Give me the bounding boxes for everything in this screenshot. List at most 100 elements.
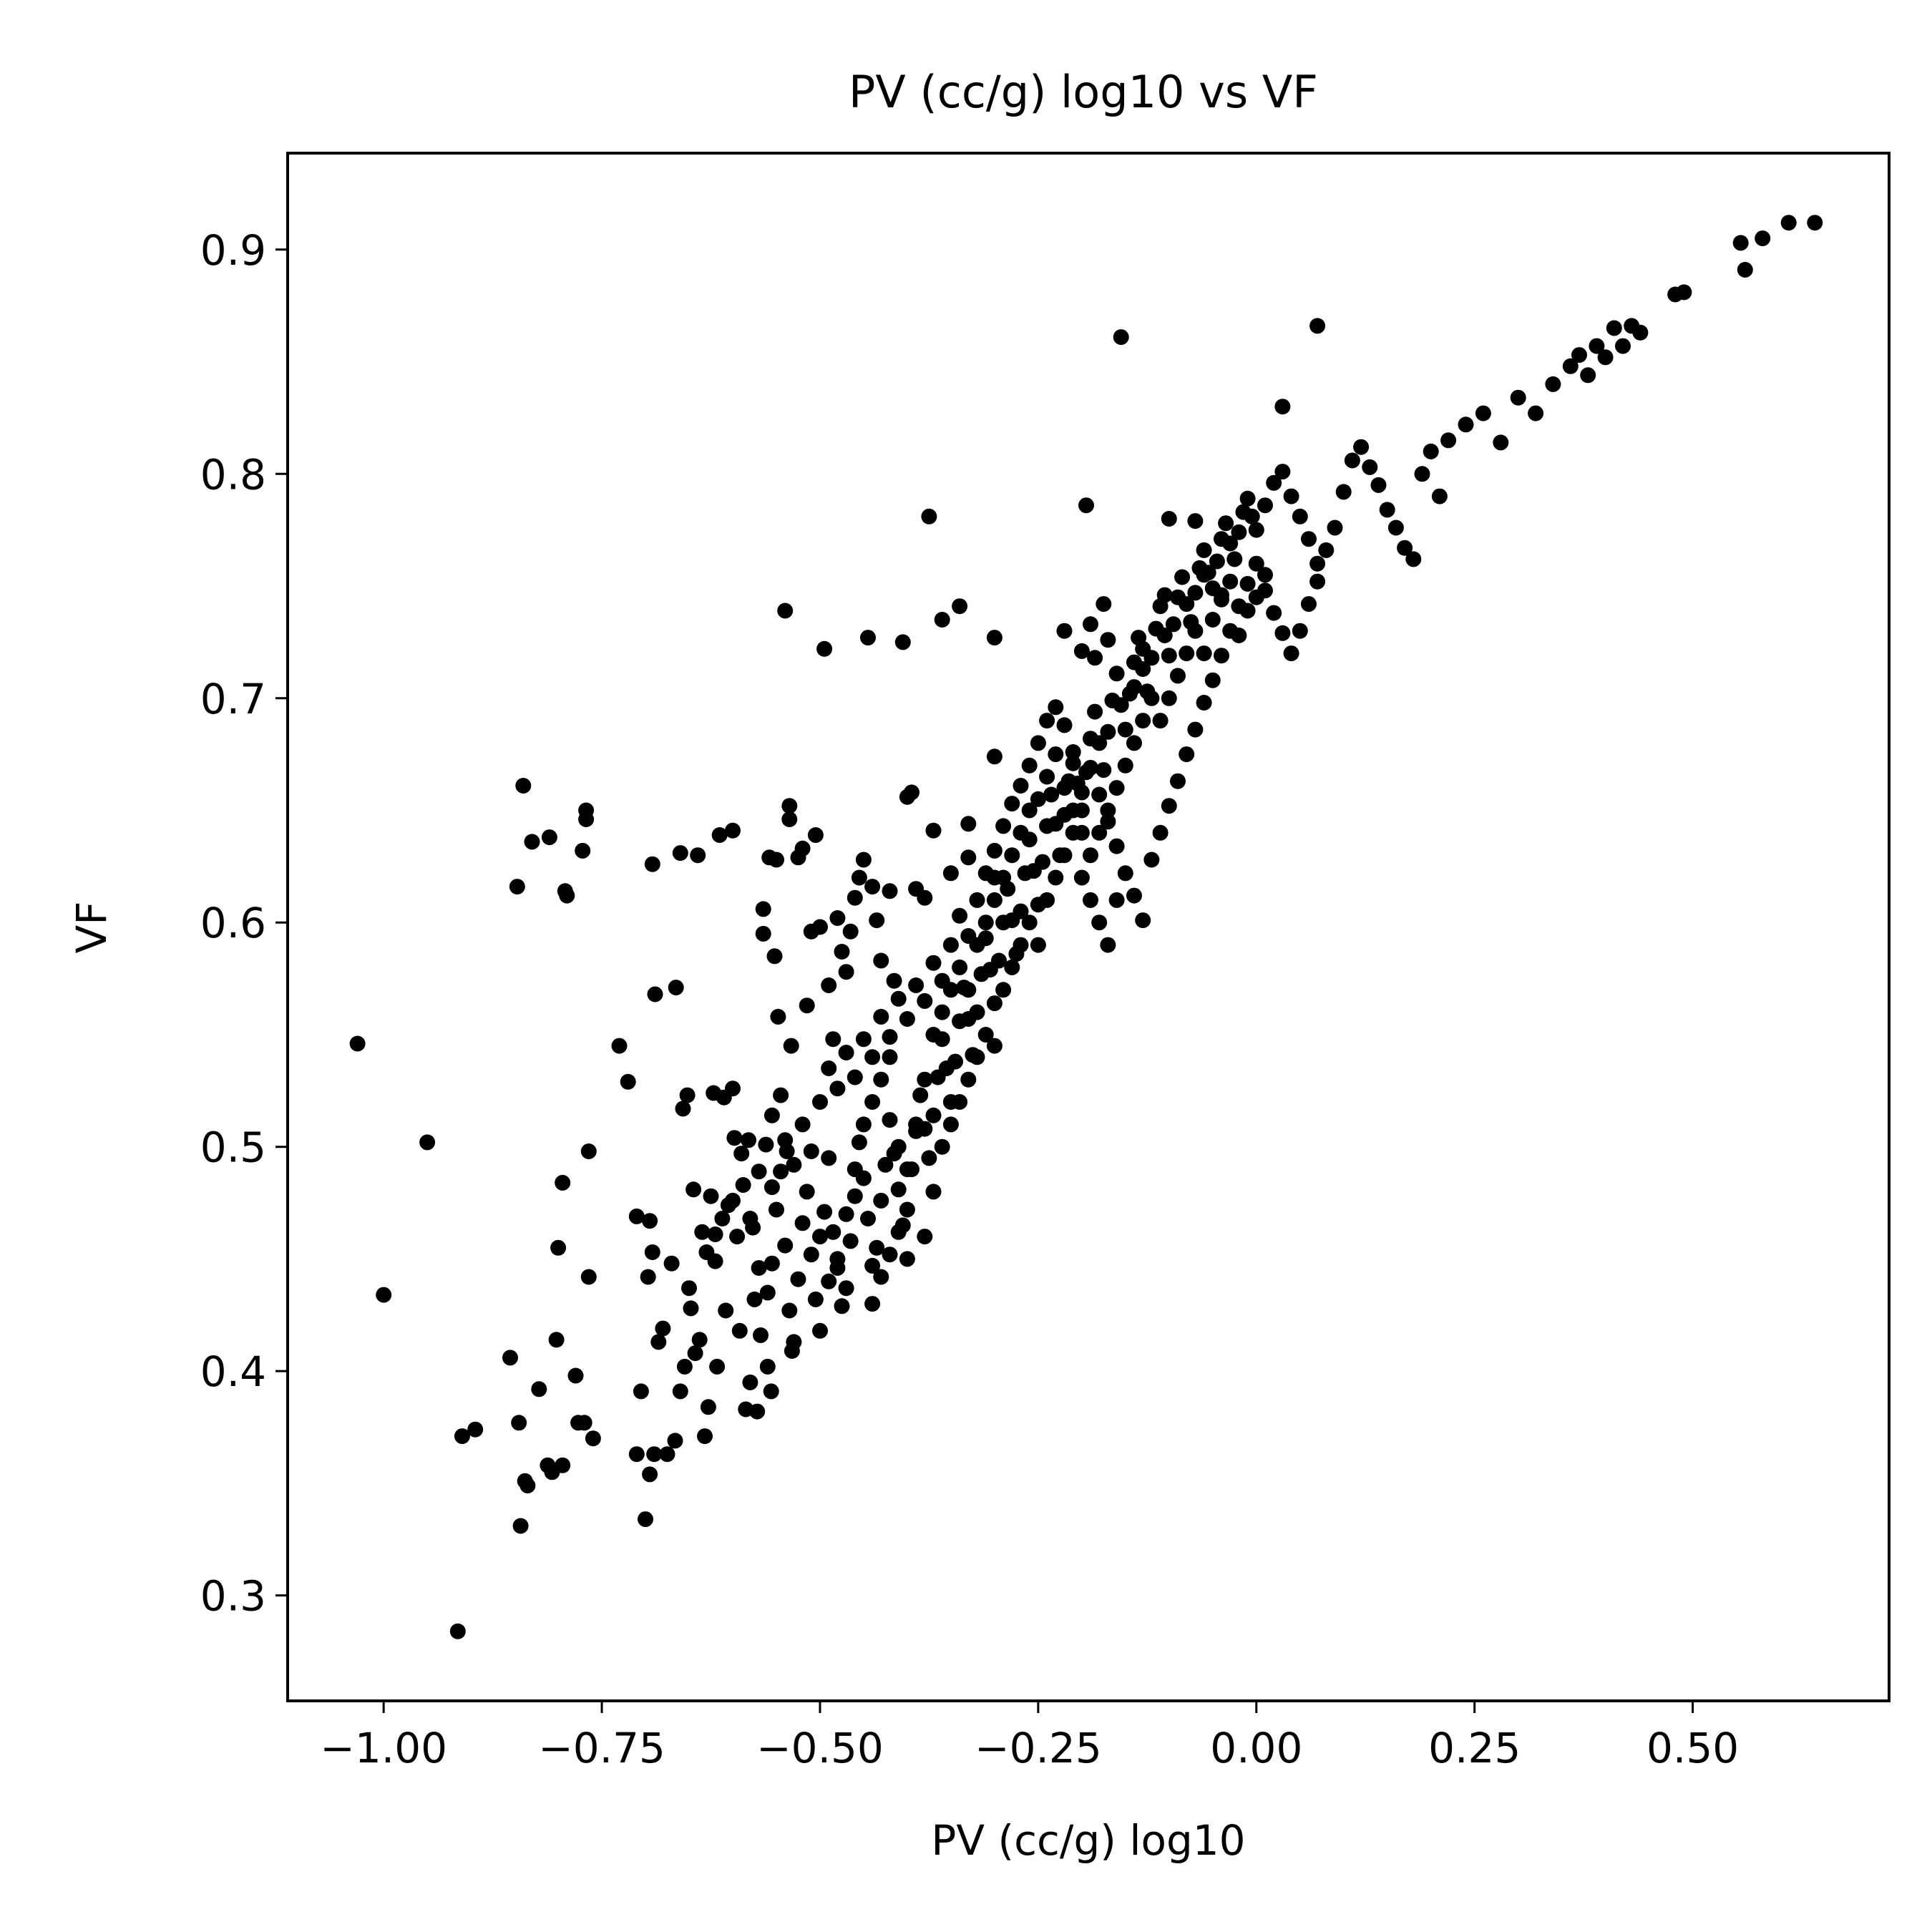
data-point xyxy=(969,937,985,953)
data-point xyxy=(1108,892,1125,908)
data-point xyxy=(921,1150,937,1166)
x-tick-label: −0.75 xyxy=(538,1724,665,1772)
data-point xyxy=(986,630,1002,646)
data-point xyxy=(512,1518,529,1534)
data-point xyxy=(672,1383,688,1400)
data-point xyxy=(1091,914,1108,931)
data-point xyxy=(725,1192,741,1209)
y-tick-label: 0.8 xyxy=(200,450,266,499)
data-point xyxy=(1475,405,1491,421)
data-point xyxy=(1248,589,1264,605)
data-point xyxy=(690,847,706,864)
data-point xyxy=(829,1251,846,1267)
data-point xyxy=(1161,648,1177,664)
data-point xyxy=(934,612,950,628)
data-point xyxy=(1039,713,1055,729)
data-point xyxy=(1073,784,1090,801)
data-point xyxy=(1091,786,1108,803)
data-point xyxy=(709,1358,726,1375)
data-point xyxy=(1131,630,1147,646)
data-point xyxy=(1179,596,1195,613)
data-point xyxy=(925,1027,942,1043)
data-point xyxy=(758,1136,774,1153)
data-point xyxy=(1292,623,1308,639)
x-tick-label: −0.50 xyxy=(756,1724,884,1772)
data-points xyxy=(349,215,1823,1639)
data-point xyxy=(1239,490,1256,507)
data-point xyxy=(578,811,595,827)
data-point xyxy=(718,1302,734,1319)
data-point xyxy=(1117,757,1133,774)
data-point xyxy=(847,1188,863,1204)
data-point xyxy=(763,1255,780,1272)
data-point xyxy=(1030,937,1046,953)
data-point xyxy=(511,1415,527,1431)
data-point xyxy=(1580,367,1596,384)
data-point xyxy=(735,1177,751,1193)
data-point xyxy=(1156,628,1173,643)
data-point xyxy=(995,869,1012,886)
data-point xyxy=(816,1204,833,1220)
data-point xyxy=(541,829,557,846)
data-point xyxy=(1266,605,1282,621)
data-point xyxy=(995,982,1012,998)
data-point xyxy=(899,1161,915,1178)
data-point xyxy=(969,1049,985,1065)
data-point xyxy=(829,1080,846,1097)
data-point xyxy=(969,892,985,908)
data-point xyxy=(942,1116,959,1133)
data-point xyxy=(1113,697,1129,713)
data-point xyxy=(1755,230,1771,247)
data-point xyxy=(1405,551,1422,567)
data-point xyxy=(847,1069,863,1085)
data-point xyxy=(1113,329,1129,346)
data-point xyxy=(1309,555,1326,572)
data-point xyxy=(991,952,1007,969)
data-point xyxy=(917,1229,933,1245)
data-point xyxy=(908,977,924,993)
data-point xyxy=(842,1233,859,1249)
data-point xyxy=(755,901,771,917)
data-point xyxy=(567,1367,584,1384)
data-point xyxy=(934,1138,950,1155)
data-point xyxy=(711,827,728,843)
data-point xyxy=(873,952,889,969)
data-point xyxy=(1108,838,1125,854)
data-point xyxy=(1161,798,1177,814)
y-tick-label: 0.9 xyxy=(200,226,266,275)
data-point xyxy=(1632,324,1649,341)
data-point xyxy=(1187,721,1204,738)
data-point xyxy=(515,778,532,794)
data-point xyxy=(821,1060,837,1076)
data-point xyxy=(829,910,846,926)
data-point xyxy=(659,1446,675,1463)
data-point xyxy=(825,1224,841,1240)
data-point xyxy=(557,883,573,899)
data-point xyxy=(860,630,876,646)
data-point xyxy=(834,1298,850,1314)
data-point xyxy=(1218,515,1234,532)
data-point xyxy=(960,1071,977,1088)
data-point xyxy=(1214,648,1229,664)
data-point xyxy=(821,1150,837,1166)
data-point xyxy=(686,1181,702,1198)
data-point xyxy=(663,1255,680,1272)
data-point xyxy=(349,1035,366,1052)
data-point xyxy=(1143,852,1160,868)
data-point xyxy=(575,842,591,859)
data-point xyxy=(509,879,525,895)
data-point xyxy=(1039,769,1055,785)
data-point xyxy=(769,1201,784,1218)
x-tick-label: 0.00 xyxy=(1210,1724,1302,1772)
data-point xyxy=(838,1045,854,1060)
data-point xyxy=(376,1287,392,1303)
data-point xyxy=(873,1192,889,1209)
data-point xyxy=(816,640,833,657)
data-point xyxy=(1244,508,1260,525)
x-tick-label: −1.00 xyxy=(320,1724,447,1772)
data-point xyxy=(1301,596,1317,613)
data-point xyxy=(755,925,771,942)
data-point xyxy=(1257,497,1273,514)
data-point xyxy=(1222,535,1239,552)
